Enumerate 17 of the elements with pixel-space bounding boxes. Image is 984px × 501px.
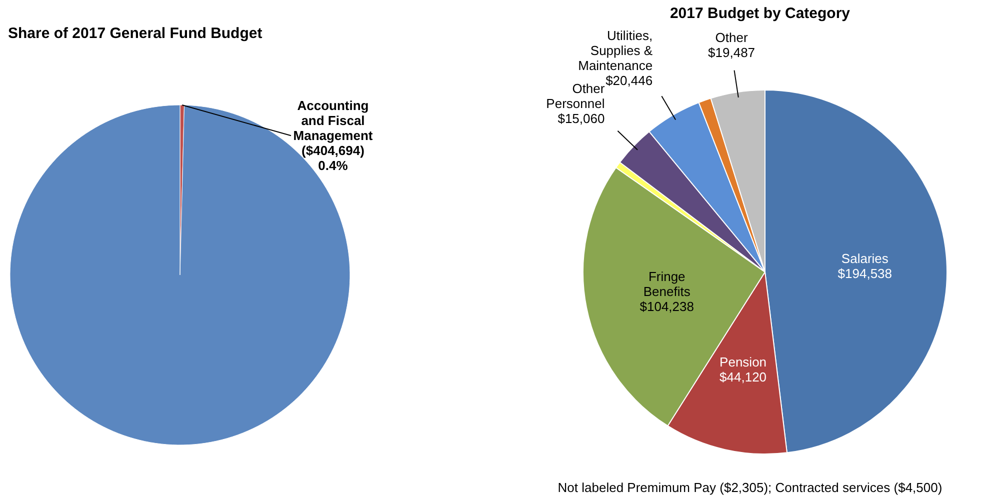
data-label: $44,120 xyxy=(720,370,767,385)
chart-title: Share of 2017 General Fund Budget xyxy=(8,25,262,42)
slice-label: Pension xyxy=(720,354,767,370)
slice-label: Salaries xyxy=(841,250,889,266)
data-label: $20,446 xyxy=(606,73,653,88)
data-label: ($404,694) 0.4% xyxy=(302,143,364,174)
chart-title: 2017 Budget by Category xyxy=(670,5,851,22)
text: Not labeled Premimum Pay ($2,305); Contracted services ($4,500) xyxy=(558,480,942,495)
slice-label: Other Personnel xyxy=(546,80,606,111)
data-label: $15,060 xyxy=(558,110,605,126)
data-label: $194,538 xyxy=(838,266,892,281)
data-label: $104,238 xyxy=(640,299,694,314)
slice-label: Utilities, Supplies & Maintenance xyxy=(578,28,653,74)
slice-label: Fringe Benefits xyxy=(643,269,691,300)
data-label: $19,487 xyxy=(708,45,756,60)
slice-label: Other xyxy=(715,30,748,46)
slice-label: Accounting and Fiscal Management xyxy=(293,98,374,144)
